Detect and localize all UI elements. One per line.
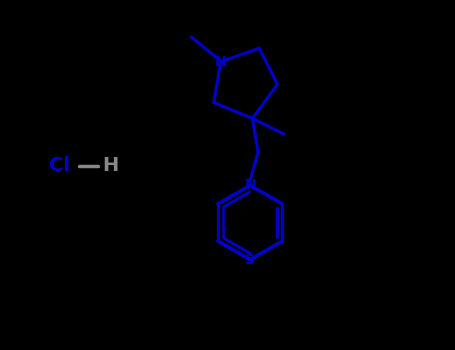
Text: N: N xyxy=(244,178,256,192)
Text: Cl: Cl xyxy=(49,156,70,175)
Text: S: S xyxy=(245,253,255,267)
Text: N: N xyxy=(215,55,227,69)
Text: H: H xyxy=(102,156,119,175)
